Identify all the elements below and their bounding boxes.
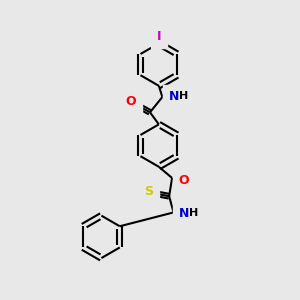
Text: S: S <box>144 185 153 198</box>
Text: H: H <box>179 92 188 101</box>
Text: N: N <box>179 207 189 220</box>
Text: O: O <box>178 174 189 187</box>
Text: O: O <box>126 95 136 108</box>
Text: I: I <box>157 29 161 43</box>
Text: H: H <box>189 208 198 218</box>
Text: N: N <box>169 91 179 103</box>
